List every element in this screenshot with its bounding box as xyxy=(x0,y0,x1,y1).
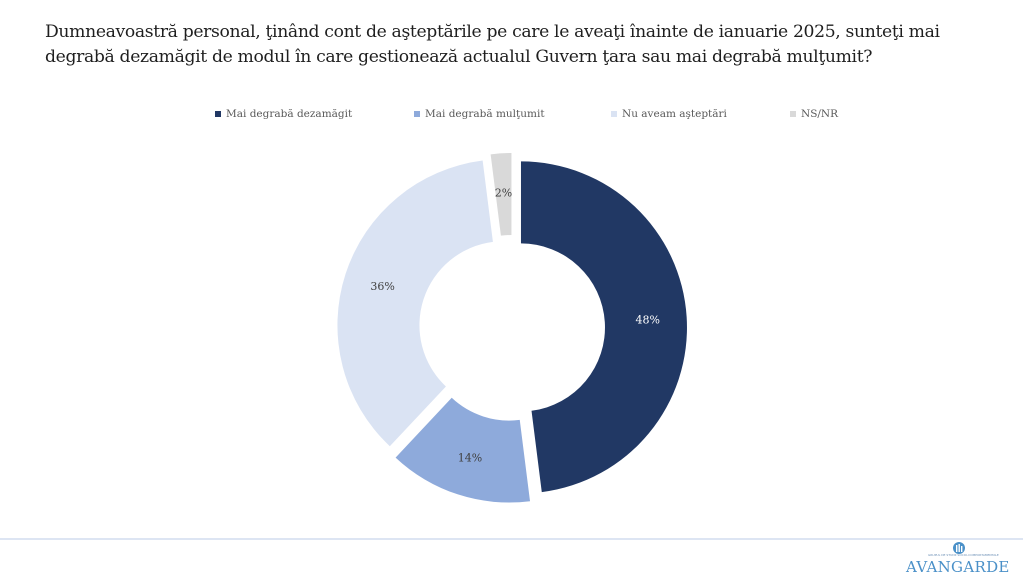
legend-swatch xyxy=(215,111,221,117)
slice-multumit xyxy=(395,397,531,503)
slice-label: 2% xyxy=(495,186,512,199)
slice-label: 14% xyxy=(458,451,482,464)
legend-label: Mai degrabă mulţumit xyxy=(425,108,545,120)
legend-swatch xyxy=(611,111,617,117)
chart-title: Dumneavoastră personal, ţinând cont de a… xyxy=(45,20,985,70)
legend-item-ns-nr: NS/NR xyxy=(790,108,838,120)
slice-nu-aveam xyxy=(337,160,493,447)
slice-label: 36% xyxy=(370,280,394,293)
legend-label: Mai degrabă dezamăgit xyxy=(226,108,353,120)
chart-title-line-2: degrabă dezamăgit de modul în care gesti… xyxy=(45,47,873,67)
legend-label: Nu aveam aşteptări xyxy=(622,108,727,120)
legend-label: NS/NR xyxy=(801,108,839,120)
legend-swatch xyxy=(414,111,420,117)
legend-item-nu-aveam: Nu aveam aşteptări xyxy=(611,108,727,120)
legend-swatch xyxy=(790,111,796,117)
logo-emblem-icon xyxy=(953,542,965,554)
chart-legend: Mai degrabă dezamăgit Mai degrabă mulţum… xyxy=(0,108,1023,124)
logo-text: AVANGARDE xyxy=(906,558,1010,576)
footer-divider xyxy=(0,538,1023,540)
chart-title-line-1: Dumneavoastră personal, ţinând cont de a… xyxy=(45,22,940,42)
slice-dezamagit xyxy=(520,161,687,493)
logo-subtitle: GRUPUL DE STUDII SOCIO-COMPORTAMENTALE xyxy=(928,553,999,557)
slice-label: 48% xyxy=(636,313,660,326)
legend-item-dezamagit: Mai degrabă dezamăgit xyxy=(215,108,352,120)
slice-ns-nr xyxy=(490,153,512,236)
avangarde-logo: GRUPUL DE STUDII SOCIO-COMPORTAMENTALE A… xyxy=(898,541,1023,577)
legend-item-multumit: Mai degrabă mulţumit xyxy=(414,108,545,120)
